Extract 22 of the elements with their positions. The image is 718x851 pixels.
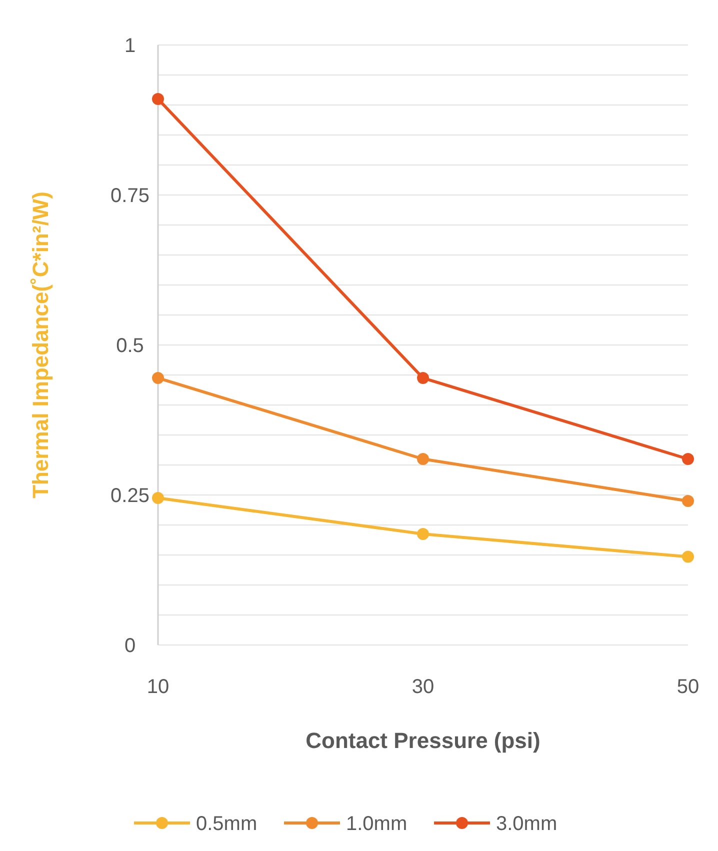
legend-label: 1.0mm bbox=[346, 813, 408, 835]
point bbox=[417, 453, 429, 465]
y-tick-label: 0.75 bbox=[110, 185, 150, 207]
point bbox=[152, 93, 164, 105]
x-tick-label: 30 bbox=[412, 676, 434, 698]
point bbox=[417, 372, 429, 384]
y-tick-label: 0.25 bbox=[110, 485, 150, 507]
point bbox=[682, 453, 694, 465]
point bbox=[152, 372, 164, 384]
x-tick-label: 50 bbox=[676, 676, 700, 698]
point bbox=[682, 550, 694, 563]
legend-label: 3.0mm bbox=[496, 813, 558, 835]
x-tick-label: 10 bbox=[146, 676, 170, 698]
x-axis-title: Contact Pressure (psi) bbox=[306, 728, 540, 753]
y-axis-title: Thermal Impedance(˚C*in²/W) bbox=[28, 192, 53, 498]
point bbox=[152, 492, 164, 504]
legend-label: 0.5mm bbox=[196, 813, 258, 835]
point bbox=[417, 528, 429, 540]
y-tick-label: 0 bbox=[124, 635, 136, 657]
point bbox=[682, 495, 694, 507]
y-tick-label: 0.5 bbox=[116, 335, 144, 357]
y-tick-label: 1 bbox=[124, 35, 136, 57]
